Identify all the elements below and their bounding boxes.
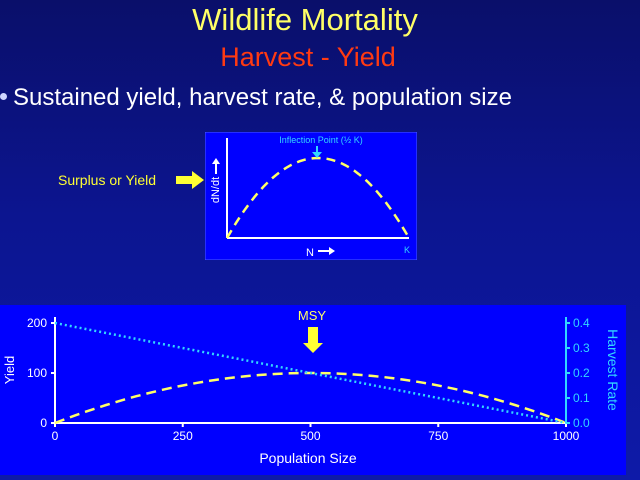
bullet-dot-icon xyxy=(0,93,7,101)
surplus-arrow-icon xyxy=(176,171,204,189)
msy-label: MSY xyxy=(298,308,327,323)
logistic-growth-chart: Inflection Point (½ K) dN/dt N K xyxy=(205,132,417,260)
surplus-label: Surplus or Yield xyxy=(58,172,157,188)
harvest-rate-line xyxy=(54,321,567,425)
x-axis-arrow-icon xyxy=(318,247,335,255)
carrying-capacity-label: K xyxy=(404,245,410,255)
y-tick-label: 200 xyxy=(27,316,47,330)
top-chart-x-label: N xyxy=(306,247,314,259)
top-chart-growth-curve xyxy=(225,156,411,239)
slide-subtitle: Harvest - Yield xyxy=(220,42,396,72)
y-axis-arrow-icon xyxy=(212,158,220,174)
y2-tick-label: 0.0 xyxy=(573,416,590,430)
x-tick-label: 750 xyxy=(428,429,448,443)
x-tick-label: 0 xyxy=(52,429,59,443)
y-tick-label: 0 xyxy=(40,416,47,430)
x-tick-label: 1000 xyxy=(553,429,580,443)
slide-title: Wildlife Mortality xyxy=(192,2,418,37)
y2-tick-label: 0.1 xyxy=(573,391,590,405)
top-chart-y-label: dN/dt xyxy=(210,177,222,203)
bullet-item: Sustained yield, harvest rate, & populat… xyxy=(0,84,512,112)
main-y2-label: Harvest Rate xyxy=(605,329,621,411)
x-tick-label: 250 xyxy=(173,429,193,443)
msy-arrow-icon xyxy=(303,327,323,353)
inflection-arrow-icon xyxy=(312,146,322,158)
main-y-label: Yield xyxy=(2,356,17,384)
y2-tick-label: 0.2 xyxy=(573,366,590,380)
y2-tick-label: 0.3 xyxy=(573,341,590,355)
top-chart-background xyxy=(205,132,417,260)
x-tick-label: 500 xyxy=(300,429,320,443)
bullet-text: Sustained yield, harvest rate, & populat… xyxy=(13,84,512,111)
y2-tick-label: 0.4 xyxy=(573,316,590,330)
main-x-label: Population Size xyxy=(259,450,357,466)
y-tick-label: 100 xyxy=(27,366,47,380)
harvest-yield-chart: 0 250 500 750 1000 0 100 200 0.0 0.1 0.2 0.3 0.4 MSY… xyxy=(0,305,626,475)
inflection-point-label: Inflection Point (½ K) xyxy=(279,135,363,145)
